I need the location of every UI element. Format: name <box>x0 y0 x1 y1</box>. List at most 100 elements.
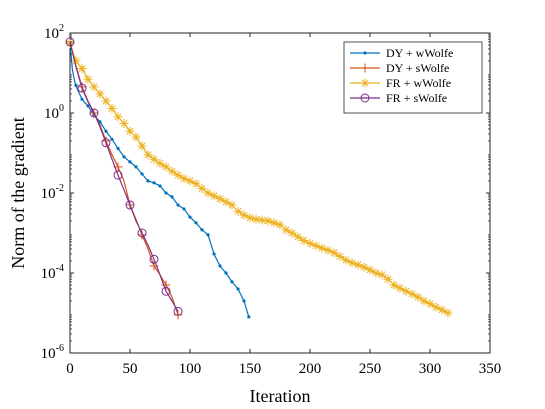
series-layer <box>65 37 453 320</box>
series-3-marker <box>233 206 243 216</box>
series-3-marker <box>329 248 339 258</box>
series-3-marker <box>359 262 369 272</box>
series-1-marker <box>236 287 240 291</box>
series-4-marker <box>101 138 111 148</box>
series-3 <box>65 38 453 318</box>
series-4-marker <box>113 170 123 180</box>
series-1-marker <box>212 252 216 256</box>
legend-item: DY + wWolfe <box>350 46 453 60</box>
series-1-marker <box>218 264 222 268</box>
series-1-marker <box>188 215 192 219</box>
series-4-marker <box>161 286 171 296</box>
series-4-marker <box>125 200 135 210</box>
series-3-marker <box>191 179 201 189</box>
series-line-1 <box>69 43 250 318</box>
series-3-marker <box>431 302 441 312</box>
series-1-marker <box>86 104 90 108</box>
legend-label: FR + sWolfe <box>386 91 447 105</box>
series-3-marker <box>383 274 393 284</box>
legend-item: FR + sWolfe <box>350 91 447 105</box>
series-4 <box>65 37 183 316</box>
series-3-marker <box>77 63 87 73</box>
series-3-marker <box>137 141 147 151</box>
series-1-marker <box>140 172 144 176</box>
series-line-4 <box>69 41 179 312</box>
legend-item: DY + sWolfe <box>350 61 449 75</box>
series-3-marker <box>125 126 135 136</box>
series-3-marker <box>335 251 345 261</box>
series-1-marker <box>146 179 150 183</box>
series-3-marker <box>413 292 423 302</box>
series-1-marker <box>242 299 246 303</box>
series-3-marker <box>317 243 327 253</box>
y-tick-label: 10-2 <box>41 183 64 202</box>
ticks-layer: 0 50 100 150 200 250 300 350 10-6 10-4 10-2 100 102 <box>41 23 502 377</box>
series-4-marker <box>149 254 159 264</box>
series-4-marker <box>89 108 99 118</box>
series-1-marker <box>80 97 84 101</box>
series-1-marker <box>110 137 114 141</box>
series-3-marker <box>89 82 99 92</box>
series-3-marker <box>389 280 399 290</box>
y-tick-label: 100 <box>44 103 64 122</box>
series-3-marker <box>83 74 93 84</box>
x-tick-label: 100 <box>179 361 202 377</box>
series-4-marker <box>65 37 75 47</box>
series-3-marker <box>293 232 303 242</box>
series-3-marker <box>353 260 363 270</box>
legend-marker <box>360 63 370 73</box>
series-3-marker <box>107 103 117 113</box>
series-3-marker <box>287 228 297 238</box>
legend-marker <box>360 78 370 88</box>
series-3-marker <box>185 176 195 186</box>
x-axis-label: Iteration <box>250 386 311 406</box>
series-3-marker <box>425 299 435 309</box>
series-3-marker <box>401 286 411 296</box>
series-3-marker <box>113 112 123 122</box>
series-3-marker <box>143 150 153 160</box>
series-3-marker <box>167 166 177 176</box>
legend-label: DY + sWolfe <box>386 61 449 75</box>
series-1-marker <box>134 165 138 169</box>
x-tick-label: 200 <box>299 361 322 377</box>
legend-marker <box>363 51 367 55</box>
series-3-marker <box>149 154 159 164</box>
legend-item: FR + wWolfe <box>350 76 451 90</box>
series-1 <box>68 41 251 319</box>
series-3-marker <box>443 308 453 318</box>
series-1-marker <box>164 191 168 195</box>
series-3-marker <box>71 56 81 66</box>
series-3-marker <box>281 225 291 235</box>
series-1-marker <box>247 315 251 319</box>
series-3-marker <box>437 305 447 315</box>
series-3-marker <box>161 162 171 172</box>
series-3-marker <box>119 118 129 128</box>
series-3-marker <box>311 241 321 251</box>
y-axis-label: Norm of the gradient <box>8 117 28 268</box>
series-3-marker <box>95 89 105 99</box>
series-1-marker <box>170 195 174 199</box>
series-1-marker <box>122 155 126 159</box>
series-3-marker <box>251 214 261 224</box>
x-tick-label: 250 <box>359 361 382 377</box>
series-4-marker <box>137 228 147 238</box>
x-tick-label: 0 <box>66 361 74 377</box>
series-3-marker <box>407 289 417 299</box>
series-1-marker <box>200 228 204 232</box>
series-3-marker <box>203 188 213 198</box>
series-3-marker <box>209 191 219 201</box>
series-3-marker <box>323 245 333 255</box>
series-3-marker <box>179 174 189 184</box>
series-1-marker <box>104 129 108 133</box>
series-3-marker <box>239 210 249 220</box>
legend-label: FR + wWolfe <box>386 76 451 90</box>
series-3-marker <box>395 283 405 293</box>
series-3-marker <box>101 96 111 106</box>
series-2-marker <box>173 310 183 320</box>
series-1-marker <box>116 146 120 151</box>
series-4-marker <box>173 306 183 316</box>
series-1-marker <box>128 160 132 164</box>
series-2-marker <box>161 280 171 290</box>
